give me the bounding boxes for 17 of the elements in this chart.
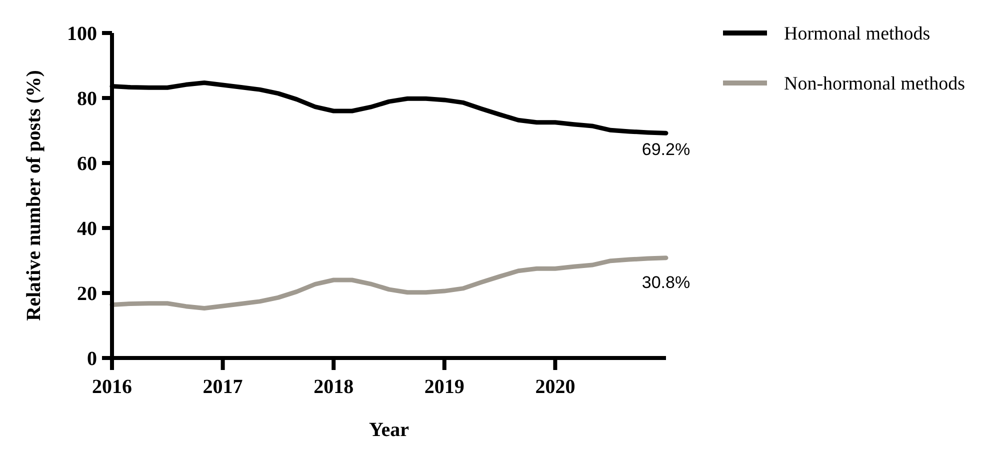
- y-tick-label: 20: [77, 283, 97, 305]
- data-label: 69.2%: [642, 140, 690, 160]
- legend-label: Hormonal methods: [784, 24, 930, 45]
- y-tick-label: 80: [77, 88, 97, 110]
- x-tick-label: 2019: [424, 376, 464, 398]
- y-tick-label: 60: [77, 153, 97, 175]
- x-tick-label: 2016: [92, 376, 132, 398]
- y-axis-title: Relative number of posts (%): [23, 70, 45, 321]
- x-axis-title: Year: [369, 419, 410, 441]
- x-tick-label: 2017: [202, 376, 243, 398]
- data-label: 30.8%: [642, 272, 690, 292]
- y-tick-label: 40: [77, 218, 97, 240]
- y-tick-label: 100: [67, 23, 97, 45]
- legend-label: Non-hormonal methods: [784, 74, 966, 95]
- x-tick-label: 2018: [314, 376, 354, 398]
- y-tick-label: 0: [87, 348, 97, 370]
- x-tick-label: 2020: [535, 376, 576, 398]
